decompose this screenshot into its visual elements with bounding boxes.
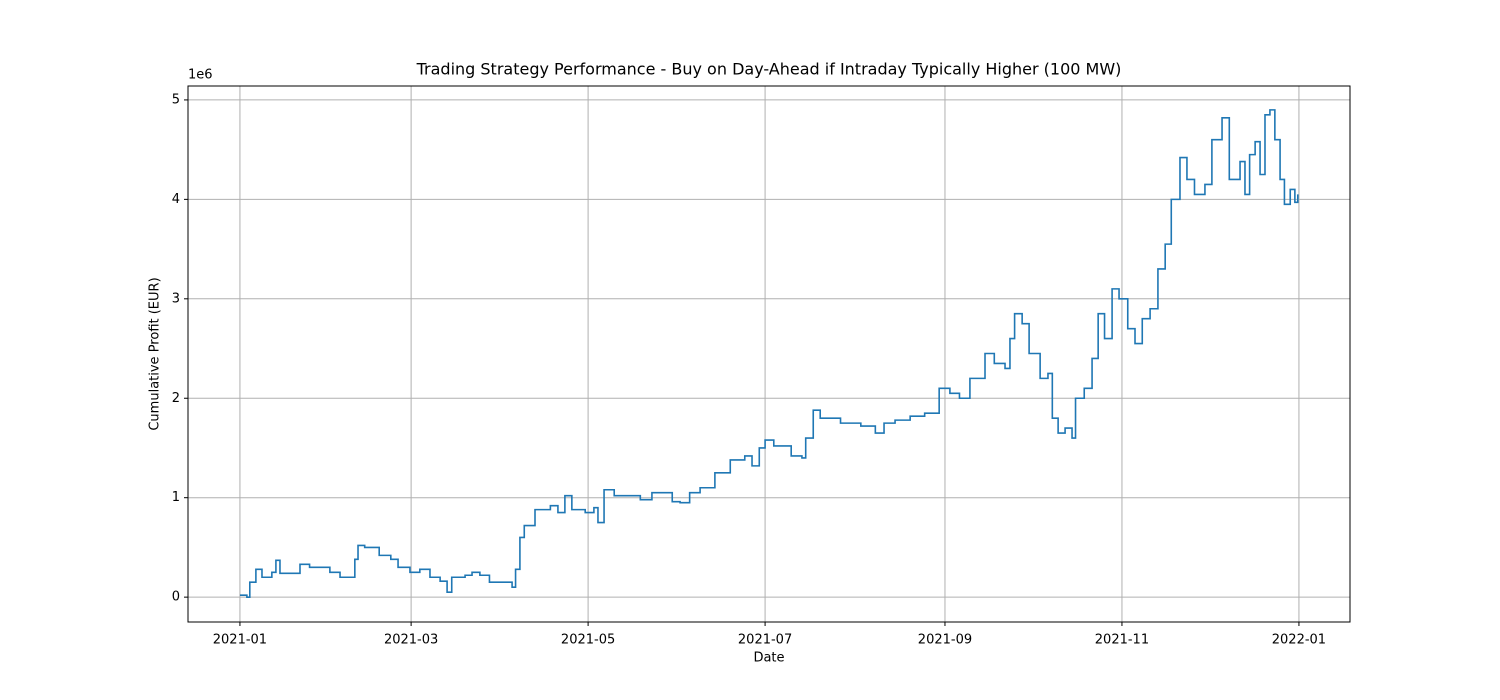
y-tick-label: 5 [172, 92, 180, 107]
y-tick-label: 0 [172, 590, 180, 605]
x-tick-label: 2022-01 [1272, 633, 1326, 648]
chart-title: Trading Strategy Performance - Buy on Da… [416, 60, 1122, 79]
plot-frame [187, 85, 1351, 623]
y-tick-label: 1 [172, 490, 180, 505]
x-tick-label: 2021-07 [738, 633, 792, 648]
y-offset-label: 1e6 [188, 68, 213, 83]
x-tick-label: 2021-05 [561, 633, 615, 648]
x-axis-label: Date [753, 651, 784, 666]
x-tick-label: 2021-01 [213, 633, 267, 648]
y-tick-label: 4 [172, 192, 180, 207]
y-tick-label: 2 [172, 391, 180, 406]
x-tick-label: 2021-03 [384, 633, 438, 648]
x-tick-label: 2021-11 [1095, 633, 1149, 648]
x-tick-label: 2021-09 [918, 633, 972, 648]
y-axis-label: Cumulative Profit (EUR) [148, 277, 163, 430]
data-line [239, 109, 1299, 598]
y-tick-label: 3 [172, 291, 180, 306]
